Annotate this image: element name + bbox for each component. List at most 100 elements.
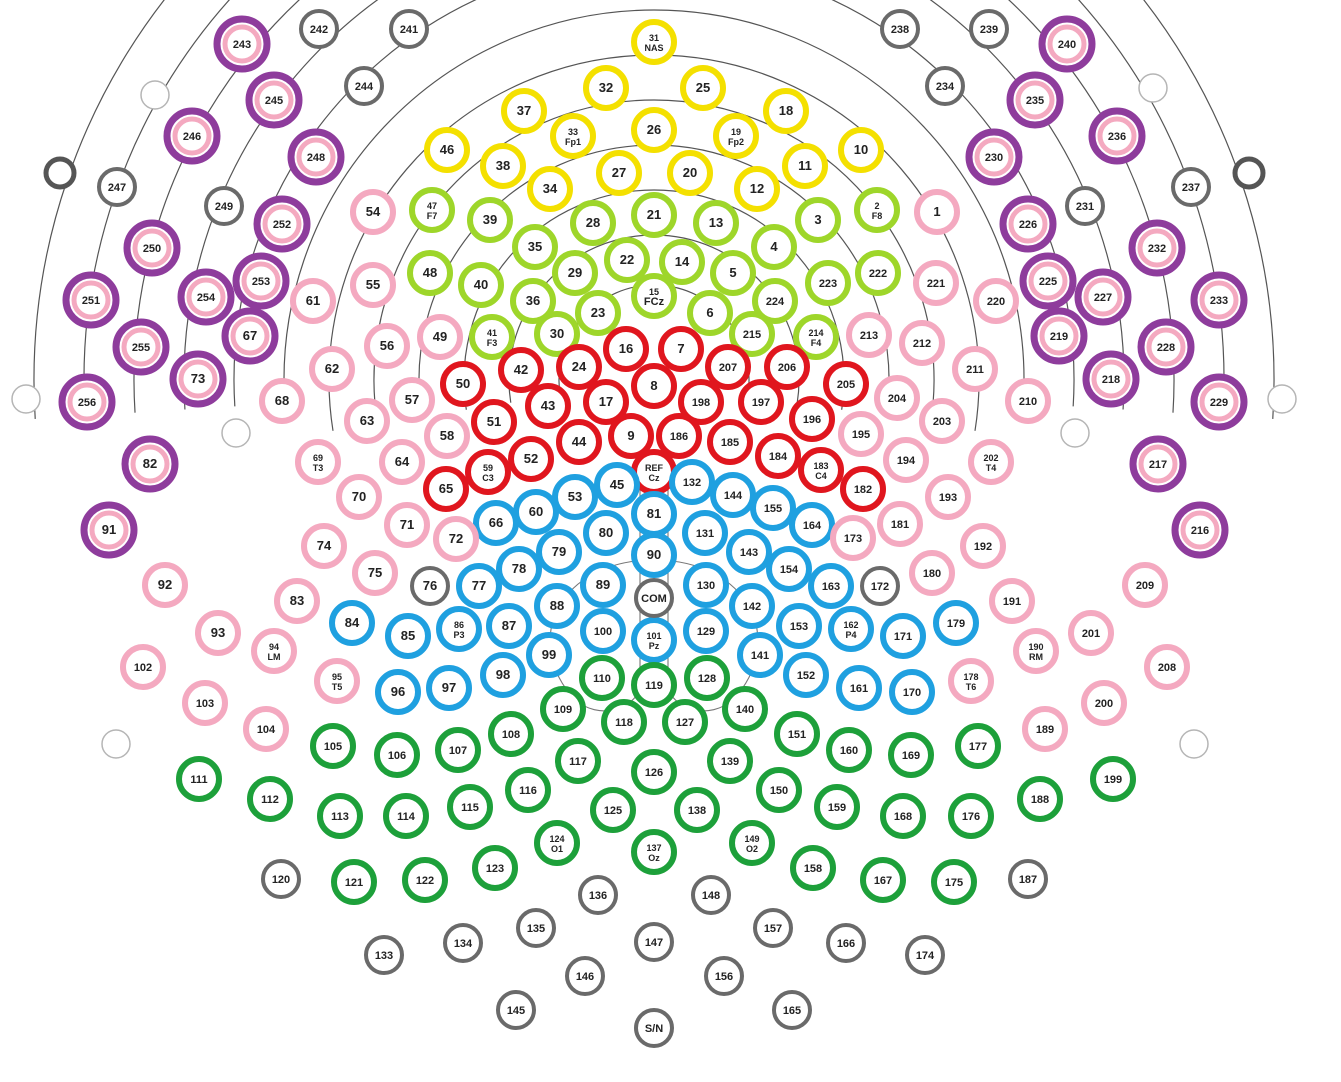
electrode-number: 246 xyxy=(183,131,201,143)
electrode-185: 185 xyxy=(707,419,753,465)
electrode-number: 75 xyxy=(368,565,382,580)
electrode-ring xyxy=(764,344,810,390)
electrode-ring xyxy=(608,413,654,459)
electrode-number: 34 xyxy=(543,181,558,196)
electrode-number: 192 xyxy=(974,541,992,553)
electrode-ring xyxy=(580,562,626,608)
electrode-232: 232 xyxy=(1128,219,1186,277)
electrode-168: 168 xyxy=(880,793,926,839)
electrode-number: 195 xyxy=(852,429,870,441)
electrode-22: 22 xyxy=(604,237,650,283)
electrode-103: 103 xyxy=(182,680,228,726)
electrode-240: 240 xyxy=(1038,15,1096,73)
electrode-157: 157 xyxy=(753,908,793,948)
electrode-ring xyxy=(756,767,802,813)
electrode-number: 142 xyxy=(743,601,761,613)
electrode-ring xyxy=(776,603,822,649)
electrode-ring xyxy=(631,749,677,795)
electrode-71: 71 xyxy=(384,502,430,548)
electrode-ring xyxy=(374,732,420,778)
head-ring xyxy=(83,0,1225,416)
electrode-114: 114 xyxy=(383,793,429,839)
head-ring xyxy=(183,0,1125,410)
electrode-number: 100 xyxy=(594,626,612,638)
electrode-ring xyxy=(436,606,482,652)
electrode-ring xyxy=(417,314,463,360)
electrode-number: 38 xyxy=(496,158,510,173)
electrode-number: 175 xyxy=(945,877,963,889)
electrode-inner-ring xyxy=(186,277,226,317)
electrode-32: 32 xyxy=(583,65,629,111)
electrode-ring xyxy=(243,706,289,752)
electrode-number: 154 xyxy=(780,564,799,576)
electrode-18: 18 xyxy=(763,88,809,134)
electrode-192: 192 xyxy=(960,523,1006,569)
electrode-ring xyxy=(631,363,677,409)
electrode-inner-ring xyxy=(241,261,281,301)
electrode-245: 245 xyxy=(245,71,303,129)
electrode-number: 158 xyxy=(804,863,822,875)
electrode-ring xyxy=(596,150,642,196)
electrode-ring xyxy=(329,600,375,646)
electrode-ring xyxy=(486,603,532,649)
electrode-ring xyxy=(880,9,920,49)
electrode-ring xyxy=(364,323,410,369)
electrode-ring xyxy=(855,250,901,296)
electrode-24: 24 xyxy=(556,344,602,390)
electrode-ring xyxy=(525,383,571,429)
electrode-187: 187 xyxy=(1008,859,1048,899)
electrode-159: 159 xyxy=(814,784,860,830)
electrode-number: 111 xyxy=(190,774,207,786)
electrode-number: 70 xyxy=(352,489,366,504)
electrode-ring xyxy=(603,326,649,372)
head-ring xyxy=(373,99,935,424)
electrode-number: 179 xyxy=(947,618,965,630)
electrode-inner-ring xyxy=(230,316,270,356)
electrode-ring xyxy=(691,875,731,915)
electrode-145: 145 xyxy=(496,990,536,1030)
electrode-inner-ring xyxy=(130,444,170,484)
electrode-7: 7 xyxy=(658,326,704,372)
electrode-number: 120 xyxy=(272,874,290,886)
electrode-number: 180 xyxy=(923,568,941,580)
electrode-153: 153 xyxy=(776,603,822,649)
electrode-220: 220 xyxy=(973,278,1019,324)
electrode-38: 38 xyxy=(480,143,526,189)
electrode-number: 5 xyxy=(729,265,736,280)
electrode-number: 56 xyxy=(380,338,394,353)
electrode-ring xyxy=(314,658,360,704)
electrode-ring xyxy=(1068,610,1114,656)
electrode-inner-ring xyxy=(89,510,129,550)
electrode-135: 135 xyxy=(516,908,556,948)
electrode-number: 196 xyxy=(803,414,821,426)
electrode-inner-ring xyxy=(1137,228,1177,268)
electrode-number: 188 xyxy=(1031,794,1049,806)
electrode-number: 67 xyxy=(243,328,257,343)
electrode-241: 241 xyxy=(389,9,429,49)
electrode-number: 215 xyxy=(743,329,761,341)
electrode-6: 6 xyxy=(687,290,733,336)
electrode-number: 13 xyxy=(709,215,723,230)
electrode-ring xyxy=(1005,378,1051,424)
electrode-number: 161 xyxy=(850,683,868,695)
electrode-87: 87 xyxy=(486,603,532,649)
electrode-229: 229 xyxy=(1190,373,1248,431)
electrode-ring xyxy=(860,566,900,606)
electrode-ring xyxy=(634,922,674,962)
electrode-139: 139 xyxy=(707,738,753,784)
electrode-number: 57 xyxy=(405,392,419,407)
electrode-37: 37 xyxy=(501,88,547,134)
electrode-142: 142 xyxy=(729,583,775,629)
electrode-number: 223 xyxy=(819,278,837,290)
electrode-inner-ring xyxy=(172,116,212,156)
electrode-127: 127 xyxy=(662,699,708,745)
electrode-129: 129 xyxy=(683,608,729,654)
electrode-inner-ring xyxy=(254,80,294,120)
electrode-ring xyxy=(883,437,929,483)
electrode-number: 42 xyxy=(514,362,528,377)
electrode-56: 56 xyxy=(364,323,410,369)
electrode-ring xyxy=(510,278,556,324)
electrode-219: 219 xyxy=(1030,307,1088,365)
electrode-ring xyxy=(693,200,739,246)
